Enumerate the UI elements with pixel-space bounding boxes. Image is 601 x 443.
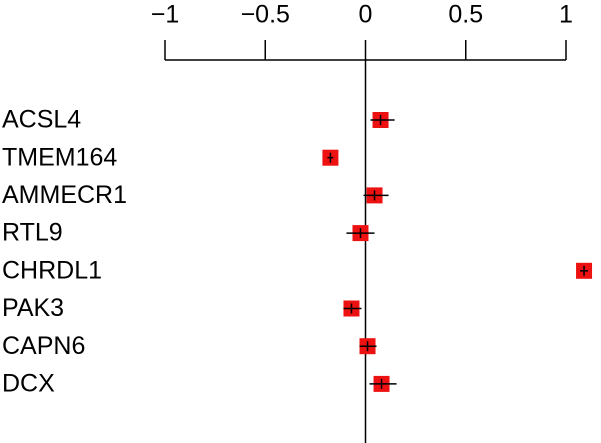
row-label: DCX — [2, 370, 55, 398]
row-label: TMEM164 — [2, 143, 117, 171]
x-tick-label: −1 — [151, 1, 180, 29]
row-label: ACSL4 — [2, 106, 81, 134]
row-label: CAPN6 — [2, 332, 85, 360]
x-tick-label: 1 — [559, 1, 573, 29]
x-tick-label: 0 — [359, 1, 373, 29]
x-tick-label: 0.5 — [448, 1, 483, 29]
x-tick-label: −0.5 — [241, 1, 290, 29]
row-label: PAK3 — [2, 294, 64, 322]
row-label: RTL9 — [2, 219, 63, 247]
row-label: AMMECR1 — [2, 181, 127, 209]
row-label: CHRDL1 — [2, 256, 102, 284]
